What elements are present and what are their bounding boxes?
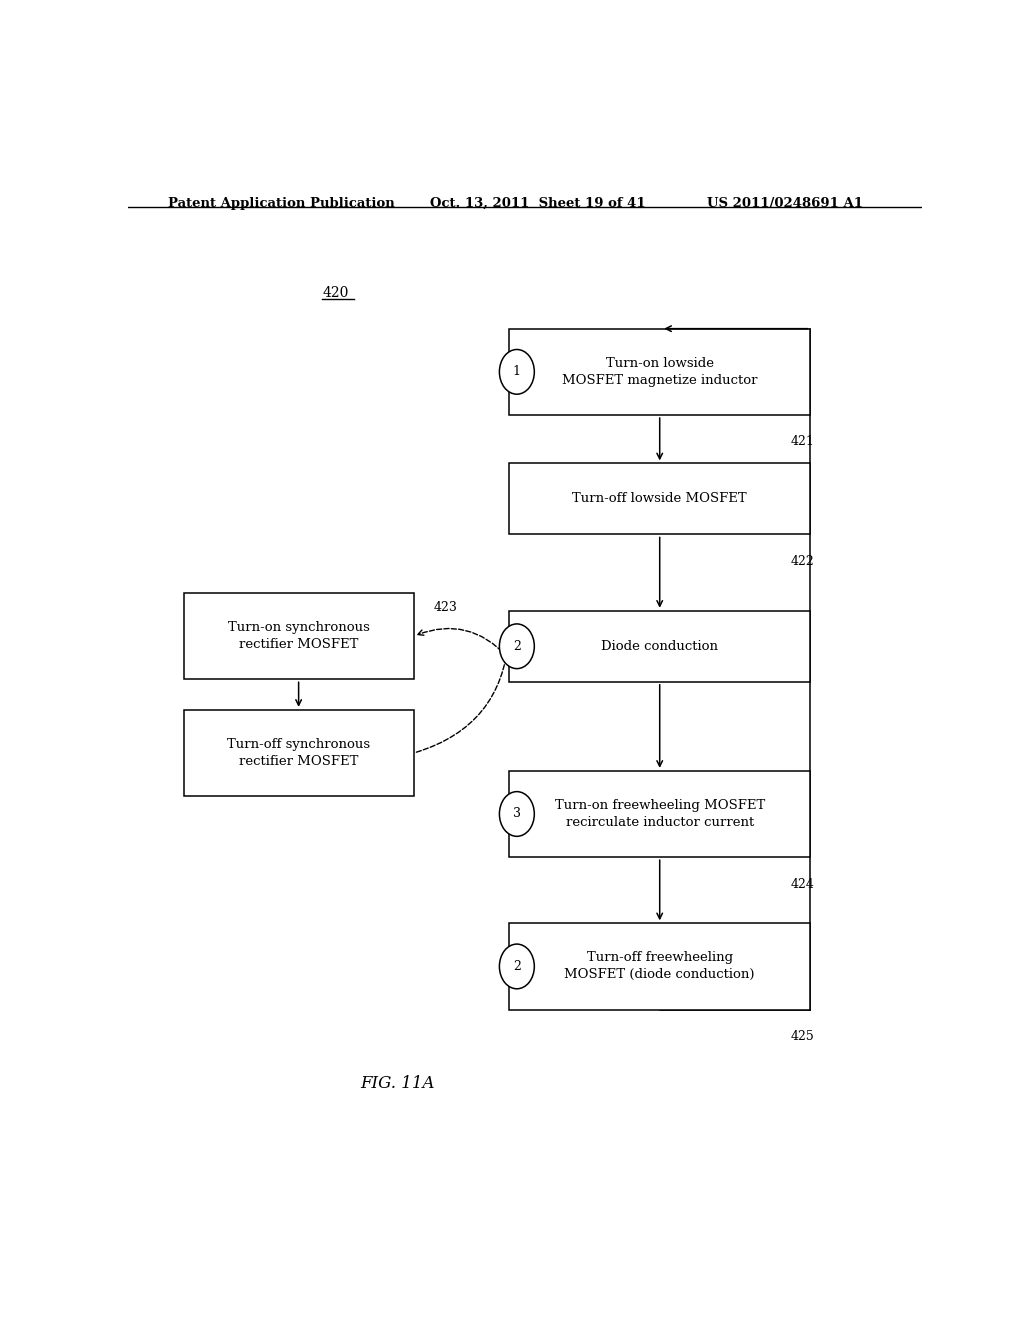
Circle shape [500,944,535,989]
Text: Oct. 13, 2011  Sheet 19 of 41: Oct. 13, 2011 Sheet 19 of 41 [430,197,645,210]
Text: Turn-off synchronous
rectifier MOSFET: Turn-off synchronous rectifier MOSFET [227,738,371,768]
FancyBboxPatch shape [183,710,414,796]
FancyBboxPatch shape [509,329,811,414]
Text: Turn-on freewheeling MOSFET
recirculate inductor current: Turn-on freewheeling MOSFET recirculate … [555,799,765,829]
Circle shape [500,792,535,837]
Text: Turn-off freewheeling
MOSFET (diode conduction): Turn-off freewheeling MOSFET (diode cond… [564,952,755,982]
Text: 420: 420 [323,285,349,300]
Text: Patent Application Publication: Patent Application Publication [168,197,394,210]
FancyBboxPatch shape [509,923,811,1010]
Text: FIG. 11A: FIG. 11A [360,1074,435,1092]
FancyBboxPatch shape [509,463,811,535]
Text: 422: 422 [791,554,814,568]
Text: 1: 1 [513,366,521,379]
Text: Turn-off lowside MOSFET: Turn-off lowside MOSFET [572,492,748,506]
Circle shape [500,350,535,395]
Text: 423: 423 [433,601,458,614]
Text: Turn-on synchronous
rectifier MOSFET: Turn-on synchronous rectifier MOSFET [227,622,370,651]
Text: 424: 424 [791,878,814,891]
Text: 421: 421 [791,436,814,449]
Text: 2: 2 [513,640,521,653]
Text: Turn-on lowside
MOSFET magnetize inductor: Turn-on lowside MOSFET magnetize inducto… [562,356,758,387]
FancyBboxPatch shape [183,593,414,680]
Text: 425: 425 [791,1030,814,1043]
Text: US 2011/0248691 A1: US 2011/0248691 A1 [708,197,863,210]
FancyBboxPatch shape [509,771,811,857]
Circle shape [500,624,535,669]
Text: 2: 2 [513,960,521,973]
Text: 3: 3 [513,808,521,821]
FancyBboxPatch shape [509,611,811,682]
Text: Diode conduction: Diode conduction [601,640,718,653]
